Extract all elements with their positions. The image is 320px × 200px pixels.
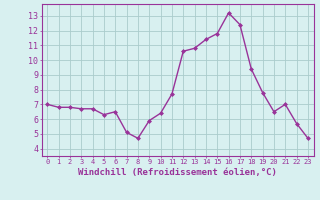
X-axis label: Windchill (Refroidissement éolien,°C): Windchill (Refroidissement éolien,°C) <box>78 168 277 177</box>
